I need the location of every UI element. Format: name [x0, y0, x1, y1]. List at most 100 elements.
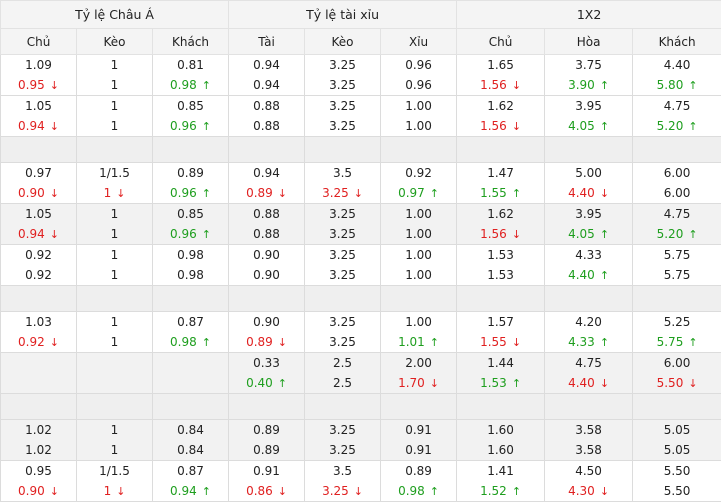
- arrow-up-icon: ↑: [202, 79, 211, 92]
- opening-odds: 3.25: [305, 204, 380, 224]
- opening-odds: 4.75: [545, 353, 632, 373]
- current-odds: 0.89↓: [229, 332, 304, 353]
- current-odds: 6.00: [633, 183, 721, 203]
- current-odds: 5.20↑: [633, 116, 721, 137]
- group-over-under: Tỷ lệ tài xỉu: [229, 1, 457, 29]
- empty-cell: [545, 394, 633, 420]
- arrow-up-icon: ↑: [202, 120, 211, 133]
- odds-value: 1/1.5: [99, 166, 130, 180]
- opening-odds: 1.00: [381, 312, 456, 332]
- odds-value: 5.50: [664, 464, 691, 478]
- group-header-row: Tỷ lệ Châu Á Tỷ lệ tài xỉu 1X2: [1, 1, 721, 29]
- empty-cell: [153, 286, 229, 312]
- opening-odds: 0.97: [1, 163, 76, 183]
- arrow-down-icon: ↓: [354, 187, 363, 200]
- odds-value: 0.94: [18, 119, 45, 133]
- odds-value: 2.5: [333, 356, 352, 370]
- col-header: Chủ: [457, 29, 545, 55]
- current-odds: 0.90: [229, 265, 304, 285]
- odds-value: 3.5: [333, 464, 352, 478]
- odds-value: 0.96: [405, 78, 432, 92]
- current-odds: 1: [77, 332, 152, 352]
- current-odds: 0.40↑: [229, 373, 304, 394]
- current-odds: 0.98 ↑: [153, 75, 228, 96]
- current-odds: 1.52↑: [457, 481, 544, 502]
- opening-odds: 1.47: [457, 163, 544, 183]
- opening-odds: 5.50: [633, 461, 721, 481]
- odds-value: 3.25: [329, 58, 356, 72]
- odds-value: 1.55: [480, 335, 507, 349]
- opening-odds: 1.65: [457, 55, 544, 75]
- arrow-up-icon: ↑: [202, 485, 211, 498]
- odds-value: 1.56: [480, 227, 507, 241]
- opening-odds: 1.03: [1, 312, 76, 332]
- opening-odds: 1/1.5: [77, 163, 152, 183]
- arrow-up-icon: ↑: [202, 187, 211, 200]
- current-odds: 0.95↓: [1, 75, 76, 96]
- odds-value: 0.96: [170, 119, 197, 133]
- odds-cell: 0.33 0.40↑: [229, 353, 305, 394]
- current-odds: 4.05↑: [545, 116, 632, 137]
- col-header: Kèo: [77, 29, 153, 55]
- current-odds: 0.96↑: [153, 183, 228, 204]
- odds-value: 1.53: [487, 268, 514, 282]
- arrow-down-icon: ↓: [430, 377, 439, 390]
- empty-cell: [77, 394, 153, 420]
- opening-odds: 0.33: [229, 353, 304, 373]
- current-odds: 1: [77, 440, 152, 460]
- odds-value: 1.62: [487, 99, 514, 113]
- opening-odds: 4.20: [545, 312, 632, 332]
- arrow-down-icon: ↓: [116, 187, 125, 200]
- opening-odds: 2.5: [305, 353, 380, 373]
- odds-value: 6.00: [664, 186, 691, 200]
- current-odds: 1.00: [381, 224, 456, 244]
- group-asian-handicap: Tỷ lệ Châu Á: [1, 1, 229, 29]
- current-odds: 4.30↓: [545, 481, 632, 502]
- odds-value: 0.88: [253, 99, 280, 113]
- current-odds: 1.56↓: [457, 116, 544, 137]
- odds-value: 0.85: [177, 99, 204, 113]
- opening-odds: 0.95: [1, 461, 76, 481]
- current-odds: 0.96: [381, 75, 456, 95]
- arrow-up-icon: ↑: [600, 79, 609, 92]
- col-header: Xỉu: [381, 29, 457, 55]
- arrow-up-icon: ↑: [512, 187, 521, 200]
- odds-value: 0.33: [253, 356, 280, 370]
- odds-value: 5.20: [657, 119, 684, 133]
- odds-value: 0.85: [177, 207, 204, 221]
- current-odds: 0.97↑: [381, 183, 456, 204]
- odds-value: 3.25: [329, 119, 356, 133]
- odds-value: 1.05: [25, 99, 52, 113]
- empty-cell: [305, 394, 381, 420]
- odds-value: 3.5: [333, 166, 352, 180]
- odds-value: 5.75: [664, 248, 691, 262]
- odds-value: 2.5: [333, 376, 352, 390]
- opening-odds: 4.75: [633, 96, 721, 116]
- current-odds: 1.02: [1, 440, 76, 460]
- column-header-row: Chủ Kèo Khách Tài Kèo Xỉu Chủ Hòa Khách: [1, 29, 721, 55]
- opening-odds: 0.91: [229, 461, 304, 481]
- current-odds: 1.01↑: [381, 332, 456, 353]
- odds-value: 0.98: [170, 78, 197, 92]
- current-odds: 1: [77, 116, 152, 136]
- odds-value: 0.94: [253, 166, 280, 180]
- arrow-down-icon: ↓: [50, 336, 59, 349]
- odds-value: 1.00: [405, 315, 432, 329]
- odds-value: 4.20: [575, 315, 602, 329]
